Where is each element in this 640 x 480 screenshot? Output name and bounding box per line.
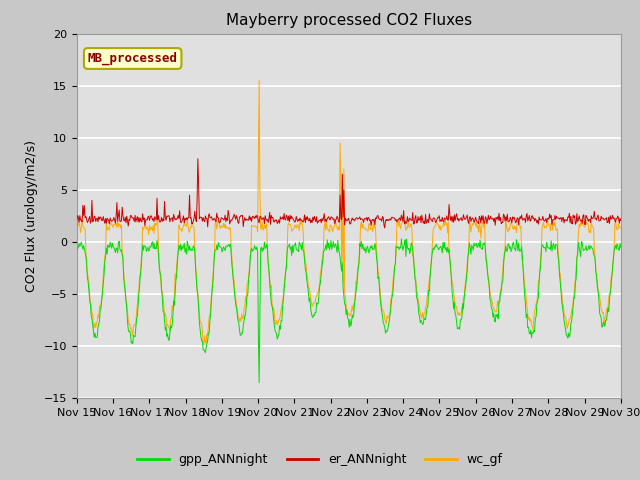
Y-axis label: CO2 Flux (urology/m2/s): CO2 Flux (urology/m2/s) <box>25 140 38 292</box>
Legend: gpp_ANNnight, er_ANNnight, wc_gf: gpp_ANNnight, er_ANNnight, wc_gf <box>132 448 508 471</box>
Title: Mayberry processed CO2 Fluxes: Mayberry processed CO2 Fluxes <box>226 13 472 28</box>
Text: MB_processed: MB_processed <box>88 52 178 65</box>
